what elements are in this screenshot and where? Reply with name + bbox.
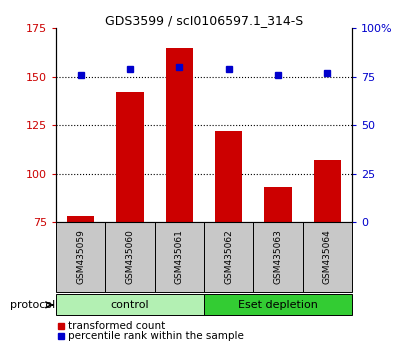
Title: GDS3599 / scI0106597.1_314-S: GDS3599 / scI0106597.1_314-S bbox=[105, 14, 303, 27]
Text: GSM435060: GSM435060 bbox=[126, 229, 134, 284]
Bar bbox=[314, 160, 341, 222]
Bar bbox=[303, 222, 352, 291]
Bar bbox=[56, 294, 204, 315]
Text: Eset depletion: Eset depletion bbox=[238, 300, 318, 310]
Text: control: control bbox=[111, 300, 149, 310]
Text: GSM435064: GSM435064 bbox=[323, 229, 332, 284]
Bar bbox=[166, 48, 193, 222]
Bar bbox=[264, 187, 292, 222]
Bar bbox=[253, 222, 303, 291]
Text: percentile rank within the sample: percentile rank within the sample bbox=[68, 331, 244, 341]
Bar bbox=[155, 222, 204, 291]
Text: GSM435062: GSM435062 bbox=[224, 229, 233, 284]
Bar bbox=[204, 294, 352, 315]
Bar bbox=[204, 222, 253, 291]
Text: transformed count: transformed count bbox=[68, 320, 166, 331]
Bar bbox=[215, 131, 242, 222]
Text: GSM435061: GSM435061 bbox=[175, 229, 184, 284]
Bar bbox=[56, 222, 105, 291]
Text: protocol: protocol bbox=[10, 300, 55, 310]
Text: GSM435063: GSM435063 bbox=[274, 229, 282, 284]
Bar bbox=[116, 92, 144, 222]
Text: GSM435059: GSM435059 bbox=[76, 229, 85, 284]
Bar bbox=[67, 216, 94, 222]
Bar bbox=[105, 222, 155, 291]
